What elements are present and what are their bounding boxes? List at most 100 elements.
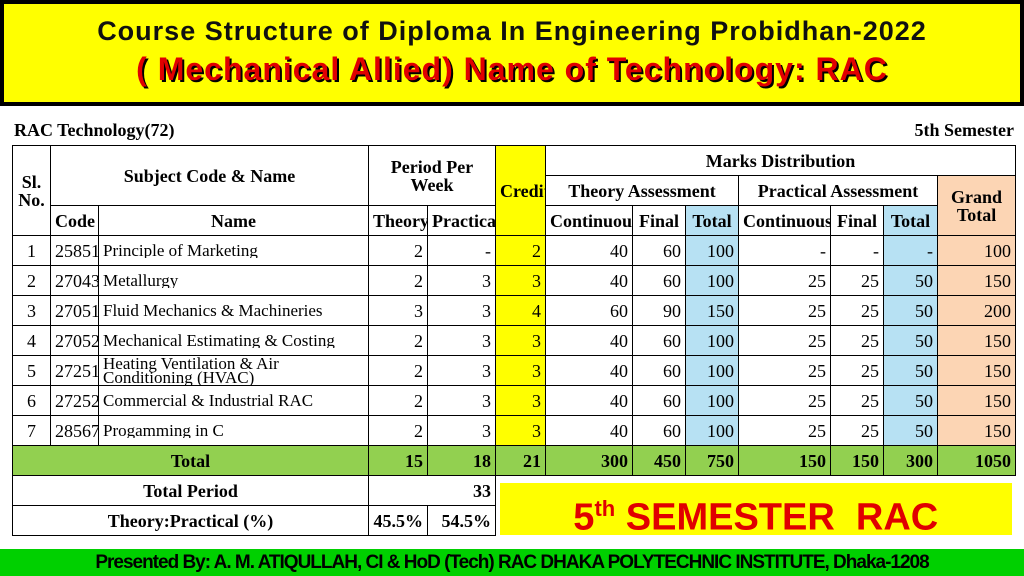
table-cell: Mechanical Estimating & Costing (97, 325, 370, 356)
table-cell: 2 (12, 265, 51, 296)
table-cell: Metallurgy (97, 265, 370, 296)
total-value: 750 (685, 445, 740, 476)
cell-text: 3 (532, 330, 542, 351)
table-cell: Progamming in C (97, 415, 370, 446)
table-cell: - (427, 235, 497, 266)
cell-text: Heating Ventilation & Air Conditioning (… (103, 356, 279, 385)
table-cell: 4 (495, 295, 547, 326)
cell-text: 2 (414, 390, 424, 411)
table-row: 2 27043 Metallurgy 2 3 3 40 60 100 25 25 50 150 (12, 265, 1017, 296)
banner-text: th (594, 495, 616, 521)
banner-text: 5 (573, 496, 595, 536)
column-header: Code (50, 205, 99, 236)
table-cell: 25 (830, 295, 885, 326)
cell-text: 25 (861, 300, 880, 321)
table-cell: 25 (738, 265, 832, 296)
table-row: 7 28567 Progamming in C 2 3 3 40 60 100 25 25 50 150 (12, 415, 1017, 446)
header-cell: Practical Assessment (738, 175, 939, 206)
table-cell: 100 (685, 235, 740, 266)
cell-text: 50 (915, 420, 934, 441)
table-cell: 100 (685, 355, 740, 386)
technology-label: RAC Technology(72) (14, 120, 175, 140)
table-cell: 4 (12, 325, 51, 356)
cell-text: 60 (663, 270, 682, 291)
cell-text: 3 (532, 390, 542, 411)
header-cell: Marks Distribution (545, 145, 1017, 176)
total-period-value: 33 (368, 475, 497, 506)
table-cell: 50 (883, 415, 939, 446)
column-header: Name (97, 205, 370, 236)
cell-text: 25 (861, 270, 880, 291)
table-cell: 60 (632, 325, 687, 356)
header-cell: Theory Assessment (545, 175, 740, 206)
cell-text: 3 (27, 300, 36, 321)
table-row: Total 15 18 21 300 450 750 150 150 300 1050 (11, 445, 1017, 476)
table-row: Sl. No. Subject Code & Name Period Per Wee… (12, 145, 1017, 236)
table-cell: 3 (12, 295, 51, 326)
ratio-practical: 54.5% (427, 505, 497, 536)
cell-text: 3 (532, 270, 542, 291)
cell-text: Commercial & Industrial RAC (103, 393, 314, 408)
cell-text: 27051 (55, 300, 99, 321)
table-cell: 2 (368, 355, 429, 386)
total-value: 150 (738, 445, 832, 476)
table-cell: 25 (830, 385, 885, 416)
total-label: Total (11, 445, 370, 476)
cell-text: - (485, 240, 492, 261)
table-cell: Heating Ventilation & Air Conditioning (… (97, 355, 370, 386)
table-cell: 6 (12, 385, 51, 416)
total-value: 21 (495, 445, 547, 476)
ratio-label: Theory:Practical (%) (11, 505, 370, 536)
cell-text: 150 (984, 270, 1012, 291)
cell-text: 150 (984, 420, 1012, 441)
cell-text: 200 (984, 300, 1012, 321)
table-cell: 2 (368, 325, 429, 356)
table-cell: 40 (545, 235, 634, 266)
cell-text: 60 (663, 420, 682, 441)
cell-text: 5 (27, 360, 36, 381)
cell-text: 25 (808, 270, 827, 291)
total-value: 150 (830, 445, 885, 476)
cell-text: 60 (663, 240, 682, 261)
subtitle: ( Mechanical Allied) Name of Technology:… (136, 51, 888, 87)
header: Course Structure of Diploma In Engineeri… (0, 0, 1024, 106)
cell-text: 100 (707, 390, 735, 411)
table-cell: 100 (685, 265, 740, 296)
total-value: 1050 (937, 445, 1017, 476)
table-cell: 60 (632, 415, 687, 446)
cell-text: 60 (663, 360, 682, 381)
table-cell: 60 (632, 355, 687, 386)
table-cell: 25 (738, 415, 832, 446)
table-cell: 27251 (50, 355, 99, 386)
banner-cell: 5th SEMESTER RAC (495, 475, 1016, 536)
cell-text: 2 (27, 270, 36, 291)
cell-text: 100 (707, 330, 735, 351)
cell-text: 3 (482, 360, 492, 381)
total-value: 18 (427, 445, 497, 476)
cell-text: 27251 (55, 360, 99, 381)
cell-text: 2 (532, 240, 542, 261)
table-cell: 2 (368, 385, 429, 416)
cell-text: 100 (707, 240, 735, 261)
table-cell: 50 (883, 325, 939, 356)
table-cell: - (830, 235, 885, 266)
cell-text: 25 (808, 300, 827, 321)
table-cell: 150 (937, 385, 1017, 416)
footer: Presented By: A. M. ATIQULLAH, CI & HoD … (0, 549, 1024, 576)
table-cell: 200 (937, 295, 1017, 326)
total-value: 450 (632, 445, 687, 476)
table-row: Theory:Practical (%) 45.5% 54.5% (11, 505, 1016, 536)
cell-text: 2 (414, 420, 424, 441)
table-cell: 3 (495, 385, 547, 416)
cell-text: Metallurgy (103, 273, 179, 288)
table-cell: 3 (495, 325, 547, 356)
table-row: 6 27252 Commercial & Industrial RAC 2 3 3 40 60… (12, 385, 1017, 416)
table-cell: 40 (545, 355, 634, 386)
cell-text: 27252 (55, 390, 99, 411)
cell-text: 4 (27, 330, 36, 351)
cell-text: 25 (861, 390, 880, 411)
table-row: 3 27051 Fluid Mechanics & Machineries 3 3 4 60… (12, 295, 1017, 326)
table-cell: 90 (632, 295, 687, 326)
cell-text: - (820, 240, 827, 261)
ratio-theory: 45.5% (368, 505, 429, 536)
